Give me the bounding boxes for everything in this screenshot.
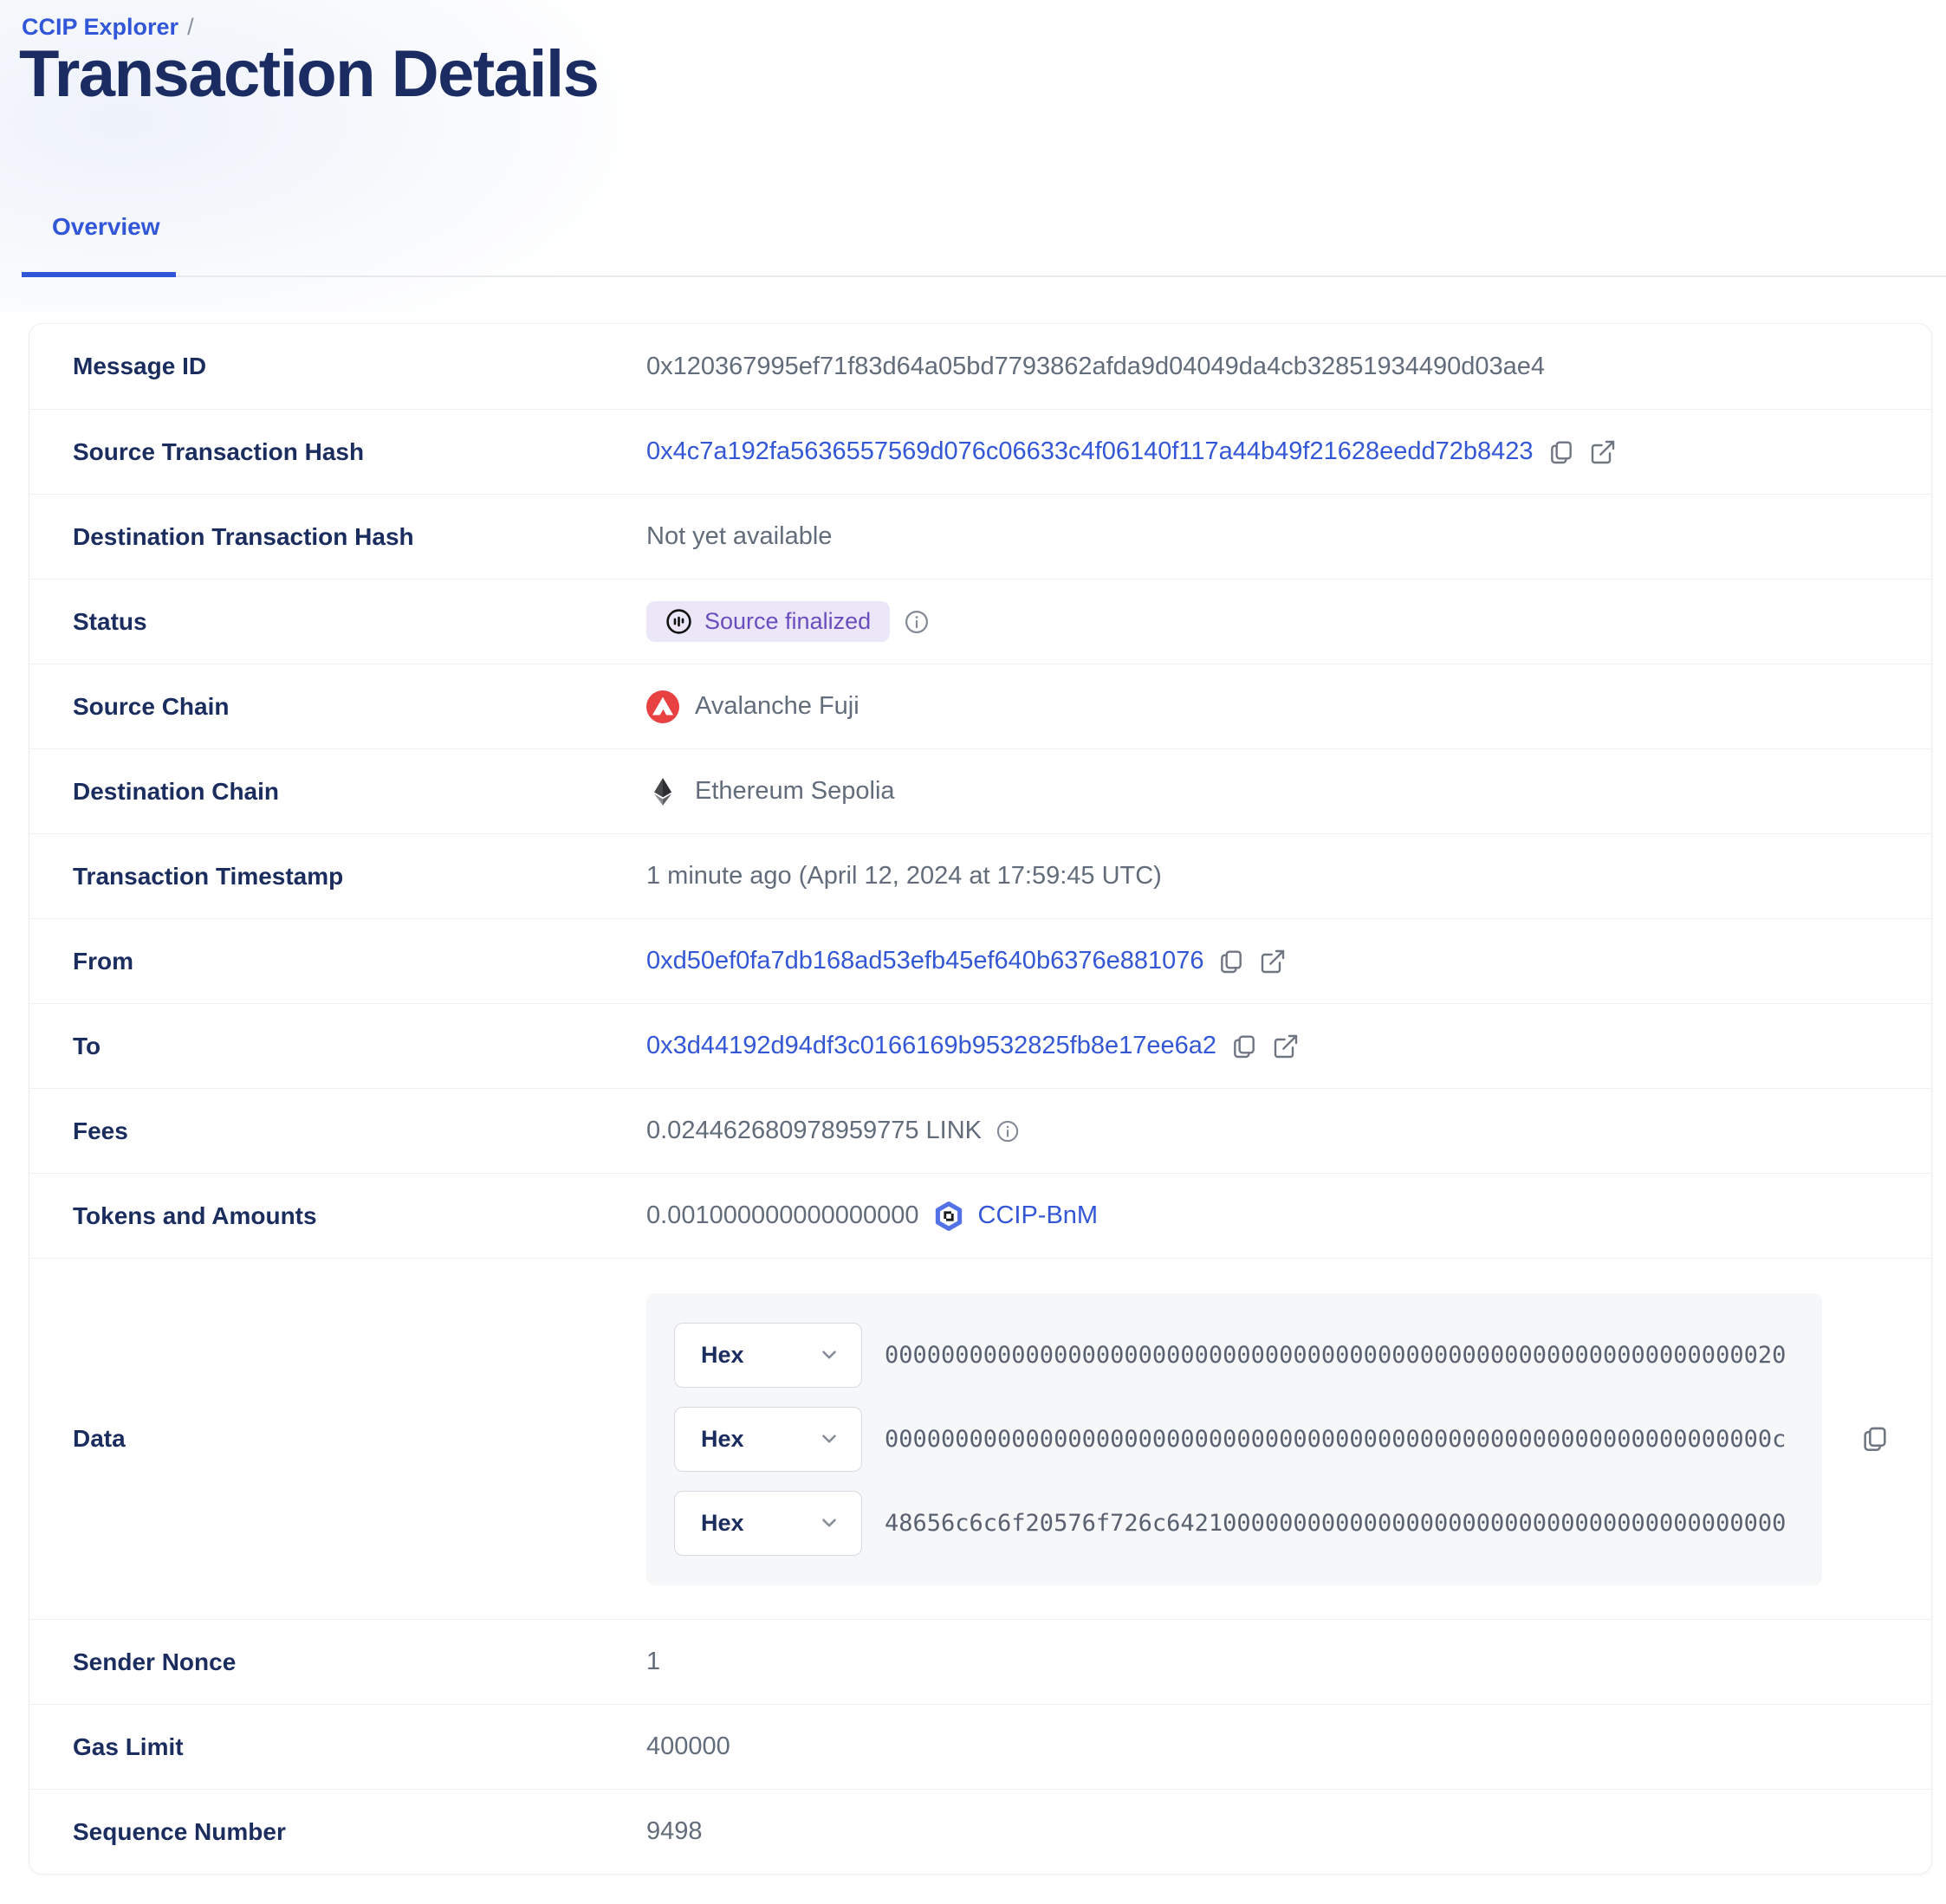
ccip-bnm-token-icon: [933, 1201, 964, 1232]
data-line: Hex 000000000000000000000000000000000000…: [674, 1406, 1794, 1472]
table-row-fees: Fees 0.024462680978959775 LINK: [29, 1088, 1931, 1173]
table-row-status: Status Source finalized: [29, 579, 1931, 664]
external-link-icon[interactable]: [1589, 438, 1617, 466]
token-name-link[interactable]: CCIP-BnM: [977, 1201, 1099, 1229]
data-hex-line: 0000000000000000000000000000000000000000…: [885, 1425, 1787, 1453]
table-row-tokens: Tokens and Amounts 0.001000000000000000 …: [29, 1173, 1931, 1258]
external-link-icon[interactable]: [1272, 1033, 1300, 1060]
breadcrumb: CCIP Explorer /: [22, 14, 194, 41]
progress-signal-icon: [665, 608, 692, 635]
external-link-icon[interactable]: [1259, 948, 1287, 975]
sequence-number-label: Sequence Number: [73, 1817, 286, 1845]
copy-icon[interactable]: [1860, 1424, 1890, 1454]
data-hex-line: 0000000000000000000000000000000000000000…: [885, 1341, 1787, 1369]
from-address-link[interactable]: 0xd50ef0fa7db168ad53efb45ef640b6376e8810…: [646, 947, 1204, 975]
message-id-label: Message ID: [73, 353, 207, 379]
copy-icon[interactable]: [1547, 438, 1575, 466]
tab-active-indicator: [22, 272, 176, 277]
table-row-dest-chain: Destination Chain Ethereum Sepolia: [29, 748, 1931, 833]
encoding-select[interactable]: Hex: [674, 1322, 862, 1388]
transaction-details-card: Message ID 0x120367995ef71f83d64a05bd779…: [29, 323, 1932, 1875]
dest-tx-hash-label: Destination Transaction Hash: [73, 522, 414, 550]
gas-limit-value: 400000: [646, 1732, 730, 1760]
header-backdrop: [0, 0, 1946, 312]
avalanche-icon: [646, 690, 679, 723]
table-row-sender-nonce: Sender Nonce 1: [29, 1619, 1931, 1704]
fees-label: Fees: [73, 1117, 128, 1144]
from-label: From: [73, 947, 133, 975]
table-row-message-id: Message ID 0x120367995ef71f83d64a05bd779…: [29, 324, 1931, 409]
tokens-label: Tokens and Amounts: [73, 1201, 317, 1229]
breadcrumb-link-ccip-explorer[interactable]: CCIP Explorer: [22, 14, 179, 40]
data-panel: Hex 000000000000000000000000000000000000…: [646, 1292, 1822, 1585]
source-chain-value: Avalanche Fuji: [695, 692, 859, 720]
chevron-down-icon: [818, 1344, 840, 1366]
table-row-source-chain: Source Chain Avalanche Fuji: [29, 664, 1931, 748]
table-row-source-tx-hash: Source Transaction Hash 0x4c7a192fa56365…: [29, 409, 1931, 494]
dest-chain-value: Ethereum Sepolia: [695, 777, 895, 805]
info-icon[interactable]: [904, 609, 930, 635]
sender-nonce-value: 1: [646, 1648, 661, 1675]
dest-tx-hash-value: Not yet available: [646, 522, 833, 550]
table-row-to: To 0x3d44192d94df3c0166169b9532825fb8e17…: [29, 1003, 1931, 1088]
table-row-dest-tx-hash: Destination Transaction Hash Not yet ava…: [29, 494, 1931, 579]
page-title: Transaction Details: [19, 37, 600, 111]
encoding-select[interactable]: Hex: [674, 1406, 862, 1472]
copy-icon[interactable]: [1230, 1033, 1258, 1060]
status-badge-text: Source finalized: [704, 608, 872, 634]
token-amount: 0.001000000000000000: [646, 1201, 919, 1229]
table-row-from: From 0xd50ef0fa7db168ad53efb45ef640b6376…: [29, 918, 1931, 1003]
source-chain-label: Source Chain: [73, 692, 230, 720]
tab-overview[interactable]: Overview: [52, 213, 160, 240]
chevron-down-icon: [818, 1512, 840, 1534]
copy-icon[interactable]: [1217, 948, 1245, 975]
dest-chain-label: Destination Chain: [73, 777, 280, 805]
breadcrumb-separator: /: [187, 14, 194, 40]
source-tx-hash-label: Source Transaction Hash: [73, 437, 365, 465]
data-line: Hex 000000000000000000000000000000000000…: [674, 1322, 1794, 1388]
to-label: To: [73, 1032, 101, 1059]
gas-limit-label: Gas Limit: [73, 1732, 184, 1760]
message-id-value: 0x120367995ef71f83d64a05bd7793862afda9d0…: [646, 352, 1546, 380]
table-row-gas-limit: Gas Limit 400000: [29, 1704, 1931, 1789]
data-hex-line: 48656c6c6f20576f726c64210000000000000000…: [885, 1509, 1787, 1537]
timestamp-value: 1 minute ago (April 12, 2024 at 17:59:45…: [646, 862, 1162, 890]
encoding-select-value: Hex: [701, 1509, 744, 1536]
timestamp-label: Transaction Timestamp: [73, 862, 344, 890]
encoding-select[interactable]: Hex: [674, 1490, 862, 1556]
table-row-sequence-number: Sequence Number 9498: [29, 1789, 1931, 1874]
data-label: Data: [73, 1425, 126, 1452]
data-line: Hex 48656c6c6f20576f726c6421000000000000…: [674, 1490, 1794, 1556]
to-address-link[interactable]: 0x3d44192d94df3c0166169b9532825fb8e17ee6…: [646, 1032, 1216, 1059]
status-badge: Source finalized: [646, 601, 891, 642]
table-row-data: Data Hex 0000000000000000000000000000000…: [29, 1258, 1931, 1619]
sender-nonce-label: Sender Nonce: [73, 1648, 237, 1675]
table-row-timestamp: Transaction Timestamp 1 minute ago (Apri…: [29, 833, 1931, 918]
chevron-down-icon: [818, 1428, 840, 1450]
encoding-select-value: Hex: [701, 1425, 744, 1452]
encoding-select-value: Hex: [701, 1341, 744, 1368]
ethereum-icon: [646, 775, 679, 808]
info-icon[interactable]: [996, 1119, 1020, 1143]
sequence-number-value: 9498: [646, 1817, 703, 1845]
status-label: Status: [73, 607, 147, 635]
fees-value: 0.024462680978959775 LINK: [646, 1117, 983, 1144]
tab-track: [22, 275, 1946, 277]
source-tx-hash-link[interactable]: 0x4c7a192fa5636557569d076c06633c4f06140f…: [646, 437, 1534, 465]
